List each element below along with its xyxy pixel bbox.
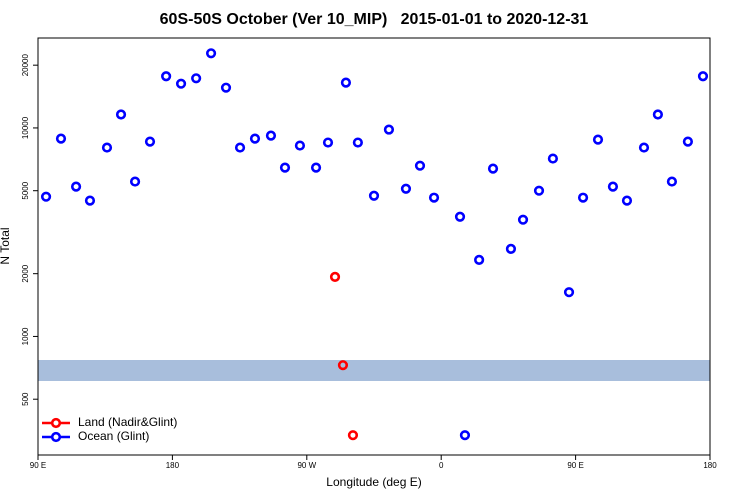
legend-label: Land (Nadir&Glint) (78, 415, 177, 429)
point (310, 162, 322, 173)
point (682, 136, 693, 147)
point (505, 243, 517, 254)
legend-label: Ocean (Glint) (78, 429, 149, 443)
point (474, 254, 485, 265)
point (607, 181, 619, 192)
point (265, 130, 277, 141)
point (454, 211, 466, 222)
point (279, 162, 291, 173)
point (563, 287, 575, 298)
point (322, 137, 334, 148)
y-tick-label: 2000 (21, 264, 30, 282)
point (101, 142, 113, 153)
point (400, 183, 412, 194)
legend-marker (50, 431, 62, 443)
x-tick-label: 180 (166, 461, 180, 470)
point (329, 271, 341, 283)
point (621, 195, 633, 206)
point (129, 176, 141, 187)
point (70, 181, 82, 192)
y-tick-label: 5000 (21, 181, 30, 199)
y-tick-label: 1000 (21, 327, 30, 345)
point (517, 214, 529, 225)
y-axis-label: N Total (0, 227, 12, 264)
point (487, 163, 499, 174)
point (55, 133, 67, 144)
point (352, 137, 363, 148)
point (161, 71, 172, 82)
point (428, 192, 440, 203)
plot-frame (37, 37, 711, 456)
x-tick-label: 90 E (567, 461, 583, 470)
point (697, 71, 709, 82)
point (347, 430, 359, 441)
point (294, 140, 306, 151)
x-tick-label: 0 (439, 461, 444, 470)
point (191, 73, 202, 84)
point (459, 430, 471, 441)
y-tick-label: 10000 (21, 116, 30, 139)
point (249, 133, 261, 144)
point (234, 142, 246, 153)
point (368, 190, 380, 201)
point (383, 124, 395, 135)
point (533, 185, 545, 196)
point (144, 136, 156, 147)
band (38, 360, 710, 381)
x-tick-label: 180 (703, 461, 717, 470)
point (414, 160, 426, 171)
x-tick-label: 90 E (30, 461, 46, 470)
x-tick-label: 90 W (297, 461, 316, 470)
point (337, 360, 349, 371)
chart-title: 60S-50S October (Ver 10_MIP) 2015-01-01 … (160, 11, 589, 28)
point (666, 176, 678, 187)
point (84, 195, 96, 206)
point (638, 142, 650, 153)
point (652, 109, 663, 120)
point (115, 109, 127, 120)
point (340, 77, 352, 88)
point (547, 153, 559, 164)
point (592, 134, 604, 145)
y-tick-label: 500 (21, 392, 30, 406)
legend-marker (50, 417, 62, 429)
point (577, 192, 589, 203)
point (220, 82, 232, 93)
point (40, 191, 52, 202)
x-axis-label: Longitude (deg E) (326, 475, 421, 489)
y-tick-label: 20000 (21, 54, 30, 77)
point (175, 78, 187, 89)
point (205, 48, 217, 59)
